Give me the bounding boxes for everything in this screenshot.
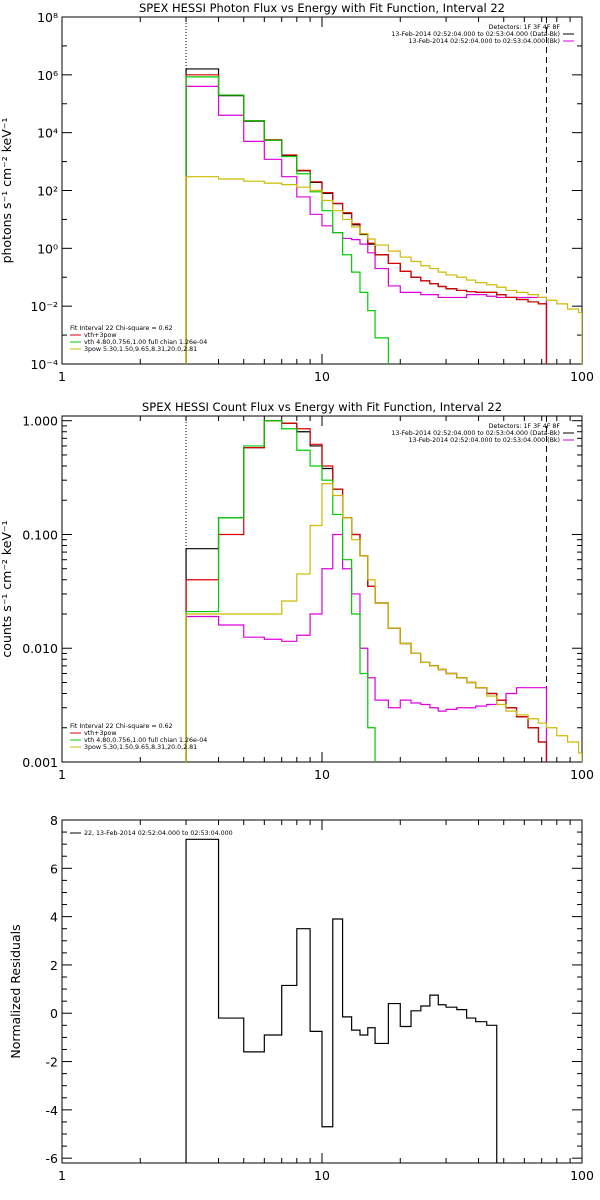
- chart-title: SPEX HESSI Count Flux vs Energy with Fit…: [142, 400, 502, 414]
- series-group: [185, 838, 498, 1163]
- residuals-panel: Normalized Residuals 1 10 100 -6 -4 -2 0 2 4 6 8 22,…: [8, 813, 594, 1183]
- legend-top-left: 22, 13-Feb-2014 02:52:04.000 to 02:53:04…: [70, 830, 233, 837]
- series-data-bk: [185, 420, 548, 762]
- legend-entry: vth+3pow: [84, 332, 116, 339]
- series-group: [185, 68, 582, 364]
- x-tick-label: 100: [570, 369, 594, 384]
- legend-entry: 13-Feb-2014 02:52:04.000 to 02:53:04.000…: [391, 31, 560, 38]
- legend-bottom-left: Fit Interval 22 Chi-square = 0.62vth+3po…: [70, 325, 207, 353]
- series-vth-3pow: [185, 420, 548, 762]
- x-tick-label: 1: [58, 767, 66, 782]
- legend-entry: 13-Feb-2014 02:52:04.000 to 02:53:04.000…: [391, 430, 560, 437]
- y-tick-label: 8: [50, 813, 58, 828]
- y-tick-label: 10⁰: [37, 241, 58, 256]
- series-3pow: [185, 176, 582, 364]
- legend-entry: 13-Feb-2014 02:52:04.000 to 02:53:04.000…: [408, 38, 560, 45]
- y-tick-label: 0.010: [22, 641, 58, 656]
- photon-flux-panel: SPEX HESSI Photon Flux vs Energy with Fi…: [0, 1, 594, 384]
- series-vth: [185, 420, 389, 762]
- legend-entry: 3pow 5.30,1.50,9.65,8.31,20.0,2.81: [84, 346, 197, 353]
- y-tick-label: 10⁻²: [30, 299, 58, 314]
- x-tick-label: 1: [58, 1168, 66, 1183]
- y-tick-label: 1.000: [22, 414, 58, 429]
- y-tick-label: 10²: [37, 184, 58, 199]
- y-tick-label: 10⁻⁴: [30, 357, 58, 372]
- legend-header: Fit Interval 22 Chi-square = 0.62: [70, 723, 173, 730]
- y-tick-label: 6: [50, 861, 58, 876]
- x-tick-label: 10: [314, 1168, 330, 1183]
- y-axis-label: photons s⁻¹ cm⁻² keV⁻¹: [0, 118, 14, 264]
- legend-entry: vth 4.80,0.756,1.00 full chian 1.26e-04: [84, 339, 207, 346]
- legend-entry: Detectors: 1F 3F 4F 8F: [489, 423, 561, 430]
- y-tick-label: 0.001: [22, 755, 58, 770]
- series-3pow: [185, 483, 582, 762]
- count-flux-panel: SPEX HESSI Count Flux vs Energy with Fit…: [0, 400, 594, 782]
- y-tick-label: -4: [46, 1103, 59, 1118]
- legend-entry: 22, 13-Feb-2014 02:52:04.000 to 02:53:04…: [84, 830, 233, 837]
- legend-entry: 13-Feb-2014 02:52:04.000 to 02:53:04.000…: [408, 437, 560, 444]
- series-vth: [185, 76, 401, 364]
- y-tick-label: 10⁸: [37, 10, 58, 25]
- x-tick-label: 100: [570, 767, 594, 782]
- y-tick-label: 2: [50, 958, 58, 973]
- series-bk: [185, 533, 548, 762]
- series-residuals: [185, 838, 498, 1163]
- series-data-bk: [185, 68, 548, 364]
- series-group: [185, 420, 582, 762]
- legend-entry: vth 4.80,0.756,1.00 full chian 1.26e-04: [84, 737, 207, 744]
- y-tick-label: 10⁶: [37, 68, 58, 83]
- legend-entry: Detectors: 1F 3F 4F 8F: [489, 24, 561, 31]
- y-axis-label: Normalized Residuals: [8, 924, 23, 1058]
- x-tick-label: 1: [58, 369, 66, 384]
- legend-bottom-left: Fit Interval 22 Chi-square = 0.62vth+3po…: [70, 723, 207, 751]
- x-tick-label: 100: [570, 1168, 594, 1183]
- legend-entry: vth+3pow: [84, 730, 116, 737]
- y-tick-label: 4: [50, 910, 58, 925]
- x-tick-label: 10: [314, 767, 330, 782]
- y-tick-label: 0.100: [22, 527, 58, 542]
- chart-title: SPEX HESSI Photon Flux vs Energy with Fi…: [139, 1, 505, 15]
- y-tick-label: 0: [50, 1006, 58, 1021]
- y-axis-label: counts s⁻¹ cm⁻² keV⁻¹: [0, 520, 14, 657]
- legend-entry: 3pow 5.30,1.50,9.65,8.31,20.0,2.81: [84, 744, 197, 751]
- y-tick-label: -6: [46, 1151, 59, 1166]
- series-bk: [185, 85, 548, 364]
- series-vth-3pow: [185, 74, 548, 364]
- x-tick-label: 10: [314, 369, 330, 384]
- y-tick-label: -2: [46, 1055, 58, 1070]
- y-tick-label: 10⁴: [37, 126, 58, 141]
- legend-header: Fit Interval 22 Chi-square = 0.62: [70, 325, 173, 332]
